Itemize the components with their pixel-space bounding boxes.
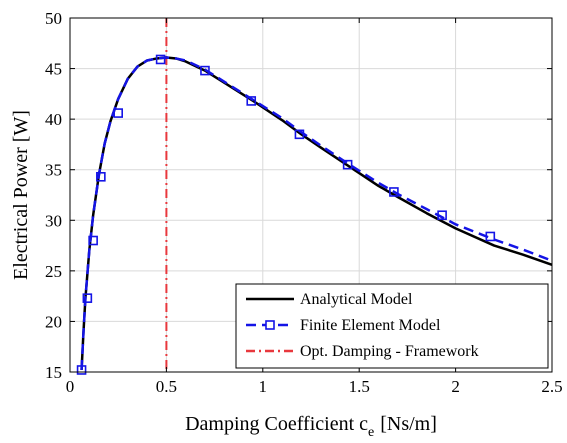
legend-marker-finite-element	[265, 320, 275, 330]
fe-data-point	[485, 231, 496, 242]
plot-frame	[69, 17, 553, 373]
fe-markers	[76, 54, 496, 375]
fe-data-point	[88, 235, 98, 246]
x-tick-label: 1.5	[349, 377, 370, 396]
fe-data-point	[294, 129, 305, 140]
fe-data-point	[200, 65, 210, 76]
fe-data-point	[155, 54, 166, 65]
x-axis-label-unit: [Ns/m]	[380, 413, 437, 435]
y-axis-label: Electrical Power [W]	[10, 110, 32, 280]
fe-data-point	[113, 108, 123, 118]
axis-ticks: 0 0.5 1 1.5 2 2.5 15 20 25 30 35 40 45 50	[45, 9, 563, 396]
x-axis-label-main: Damping Coefficient c	[185, 413, 368, 435]
y-tick-label: 25	[45, 262, 62, 281]
y-tick-label: 15	[45, 363, 62, 382]
y-tick-label: 20	[45, 312, 62, 331]
finite-element-line	[80, 56, 553, 371]
legend-label-finite-element: Finite Element Model	[300, 317, 441, 334]
x-axis-label-subscript: e	[368, 425, 374, 440]
y-tick-label: 50	[45, 9, 62, 28]
x-tick-label: 1	[259, 377, 268, 396]
fe-data-point	[82, 293, 93, 303]
y-tick-label: 30	[45, 211, 62, 230]
legend: Analytical Model Finite Element Model Opt.…	[235, 283, 549, 369]
fe-data-point	[246, 96, 257, 106]
x-tick-label: 0	[66, 377, 75, 396]
y-tick-label: 35	[45, 161, 62, 180]
y-tick-label: 40	[45, 110, 62, 129]
legend-label-analytical: Analytical Model	[300, 291, 413, 308]
fe-data-point	[76, 365, 87, 375]
fe-data-point	[96, 171, 106, 182]
x-tick-label: 2.5	[541, 377, 562, 396]
axis-labels: Damping Coefficient ce [Ns/m] Electrical …	[10, 110, 437, 440]
fe-data-point	[342, 159, 353, 170]
y-tick-label: 45	[45, 60, 62, 79]
x-tick-label: 0.5	[156, 377, 177, 396]
x-tick-label: 2	[451, 377, 460, 396]
fe-data-point	[437, 210, 447, 221]
legend-label-opt-damping: Opt. Damping - Framework	[300, 343, 479, 360]
fe-data-point	[389, 187, 399, 197]
x-axis-label: Damping Coefficient ce [Ns/m]	[185, 413, 437, 440]
